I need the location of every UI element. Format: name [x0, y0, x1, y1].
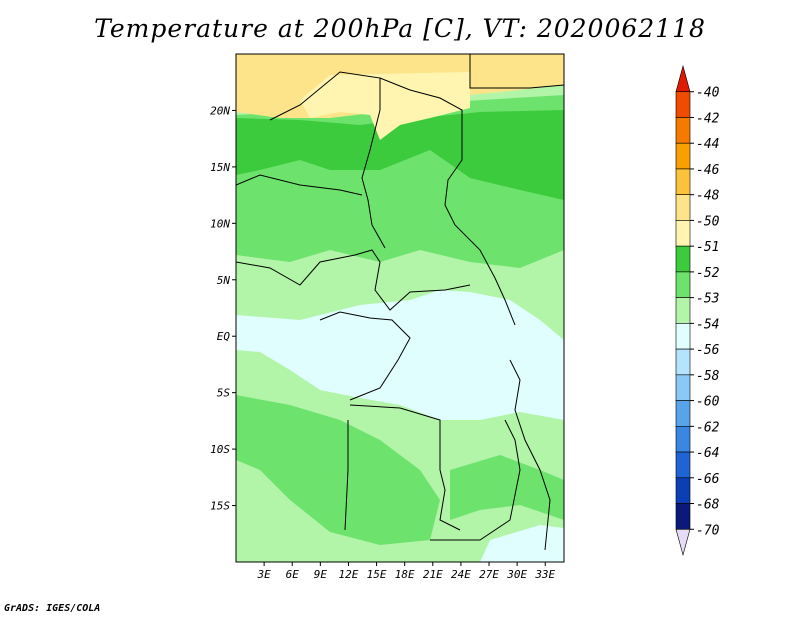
lon-tick-label: 15E [367, 568, 387, 581]
lon-tick-label: 21E [423, 568, 443, 581]
legend-label: -66 [696, 472, 720, 487]
legend-label: -51 [696, 240, 719, 255]
legend-label: -50 [696, 214, 720, 229]
legend-label: -64 [696, 446, 719, 461]
lat-tick-label: 5S [217, 387, 231, 400]
latitude-axis: 20N 15N 10N 5N EQ 5S 10S 15S [210, 104, 236, 513]
lat-tick-label: 10S [210, 443, 230, 456]
field-band-52-south [236, 395, 440, 545]
lon-tick-label: 3E [256, 568, 271, 581]
map-title: Temperature at 200hPa [C], VT: 202006211… [94, 14, 706, 43]
credit-label: GrADS: IGES/COLA [4, 603, 101, 614]
legend-label: -53 [696, 292, 719, 307]
legend-swatch [675, 528, 691, 557]
legend-label: -52 [696, 266, 720, 281]
legend-label: -44 [696, 137, 719, 152]
legend-swatch [675, 64, 691, 93]
map-frame [235, 53, 565, 563]
lon-tick-label: 9E [314, 568, 328, 581]
lat-tick-label: 10N [210, 217, 230, 230]
legend-swatch [675, 323, 691, 350]
legend-swatch [675, 117, 691, 144]
lat-tick-label: EQ [217, 330, 231, 343]
lon-tick-label: 33E [534, 568, 555, 581]
lon-tick-label: 6E [286, 568, 300, 581]
legend-swatch [675, 477, 691, 504]
longitude-axis: 3E 6E 9E 12E 15E 18E 21E 24E 27E 30E 33E [256, 562, 556, 581]
legend-label: -48 [696, 189, 720, 204]
legend-swatch [675, 168, 691, 195]
legend-label: -60 [696, 395, 720, 410]
field-band-51 [300, 72, 470, 140]
lon-tick-label: 18E [395, 568, 415, 581]
legend-label: -46 [696, 163, 720, 178]
map-figure: 20N 15N 10N 5N EQ 5S 10S 15S 3E 6E 9E 12E 15E 18E 21E… [210, 53, 720, 581]
legend-label: -58 [696, 369, 720, 384]
legend-label: -40 [696, 86, 720, 101]
lon-tick-label: 24E [451, 568, 471, 581]
lon-tick-label: 12E [339, 568, 359, 581]
legend-swatch [675, 91, 691, 118]
lat-tick-label: 5N [217, 274, 231, 287]
legend-swatch [675, 245, 691, 273]
legend-swatch [675, 400, 691, 427]
field-band-51-north [236, 110, 564, 200]
lat-tick-label: 20N [210, 104, 230, 117]
legend-swatch [675, 271, 691, 298]
legend-swatch [675, 451, 691, 479]
legend-swatch [675, 426, 691, 453]
legend-label: -70 [696, 523, 720, 538]
legend-swatch [675, 220, 691, 247]
legend-swatch [675, 194, 691, 221]
legend-swatch [675, 374, 691, 401]
legend-swatch [675, 348, 691, 376]
legend-swatch [675, 142, 691, 170]
legend-label: -62 [696, 420, 720, 435]
field-band-54 [236, 290, 564, 420]
legend-label: -68 [696, 498, 720, 513]
lon-tick-label: 30E [506, 568, 527, 581]
legend-swatch [675, 503, 691, 530]
lat-tick-label: 15N [210, 161, 230, 174]
lat-tick-label: 15S [210, 500, 230, 513]
field-band-54-south [480, 525, 564, 562]
field-band-52-south-east [450, 455, 564, 520]
country-boundaries [236, 54, 564, 551]
temperature-field [236, 54, 564, 562]
legend-label: -42 [696, 111, 720, 126]
legend-label: -54 [696, 317, 719, 332]
legend-label: -56 [696, 343, 720, 358]
color-legend: -40 -42 -44 -46 -48 -50 -51 -52 -53 -54 -56 -58 -60 -… [675, 64, 720, 557]
lon-tick-label: 27E [479, 568, 499, 581]
legend-swatch [675, 297, 691, 324]
